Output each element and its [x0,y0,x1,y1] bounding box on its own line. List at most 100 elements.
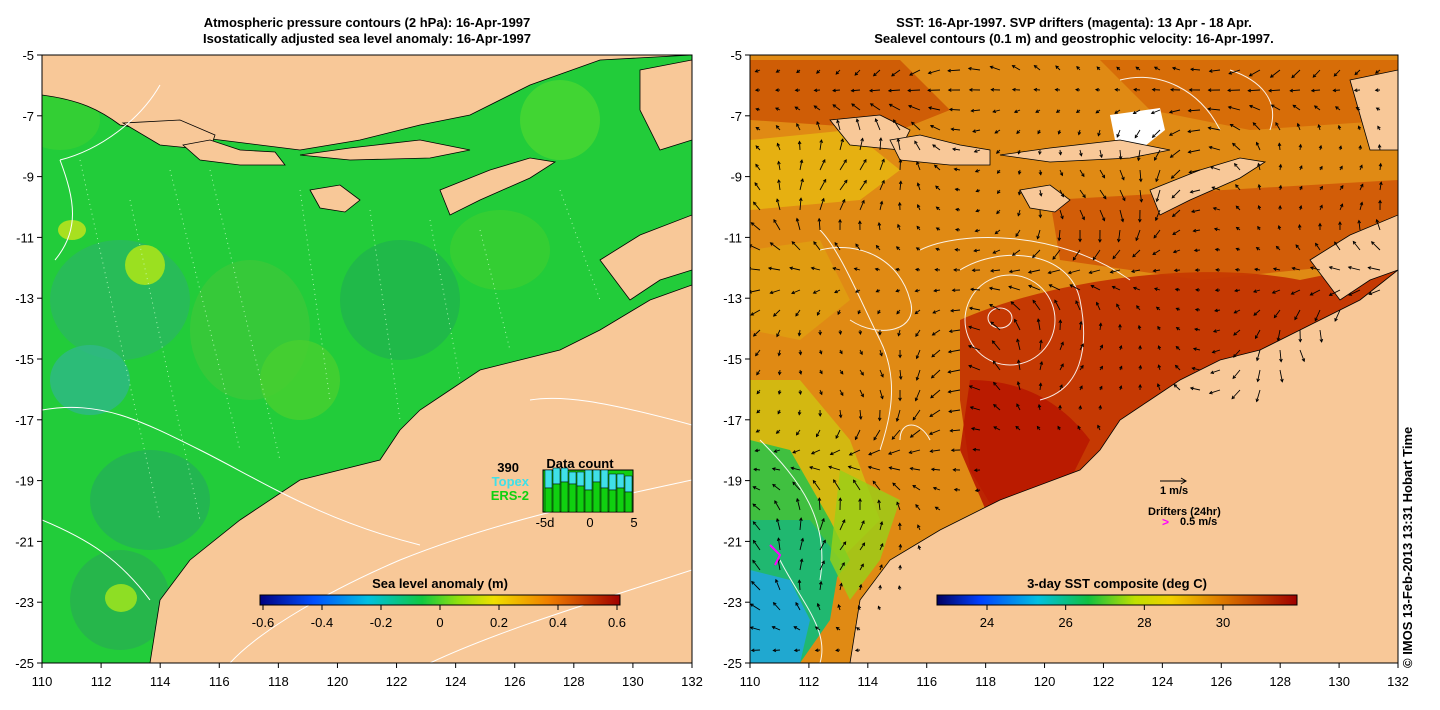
velocity-arrow-head [798,370,803,375]
velocity-arrow [1208,127,1221,131]
velocity-arrow [1169,109,1181,113]
velocity-arrow [1371,241,1381,251]
velocity-arrow [1079,343,1084,351]
velocity-arrow-head [822,178,827,183]
x-tick-label: 110 [740,674,761,689]
velocity-arrow-head [855,118,860,123]
velocity-arrow [1234,163,1241,171]
colorbar-tick-label: 0.6 [608,615,626,630]
velocity-arrow-head [1232,375,1237,380]
velocity-arrow-head [931,332,936,336]
velocity-arrow-head [1339,203,1344,208]
velocity-arrow-head [1112,255,1117,260]
velocity-arrow-head [968,364,973,369]
velocity-arrow [752,560,761,571]
velocity-arrow [1072,249,1081,261]
y-tick-label: -17 [15,413,34,428]
velocity-arrow-head [974,169,979,173]
velocity-arrow-head [1111,285,1116,290]
colorbar-tick-label: 28 [1137,615,1151,630]
data-count-topex-bar [592,469,601,483]
velocity-arrow-head [794,106,799,110]
velocity-arrow-head [1229,123,1234,128]
velocity-arrow-head [909,466,914,471]
velocity-arrow-head [1235,205,1240,210]
velocity-arrow-head [816,602,821,607]
velocity-arrow-head [777,410,781,415]
data-count-ers2-bar [552,483,561,513]
velocity-arrow [1151,109,1161,114]
colorbar-tick-label: 24 [980,615,994,630]
velocity-arrow-head [1099,154,1103,159]
velocity-arrow-head [1173,268,1178,273]
velocity-arrow [1348,289,1361,296]
velocity-arrow-head [842,198,846,203]
velocity-arrow [1153,229,1161,239]
velocity-arrow [1256,349,1261,361]
velocity-arrow [1089,269,1101,274]
velocity-arrow [916,369,921,381]
velocity-arrow [1310,267,1321,271]
velocity-arrow-head [895,288,900,293]
velocity-arrow-head [752,503,757,508]
velocity-arrow [1248,89,1261,92]
velocity-arrow-head [947,68,952,73]
velocity-arrow [1059,169,1063,176]
velocity-arrow [839,409,842,418]
velocity-arrow-head [1256,378,1260,383]
velocity-arrow-head [1116,133,1120,138]
velocity-arrow [1209,69,1221,72]
velocity-arrow [756,369,761,375]
velocity-arrow-head [810,451,815,455]
velocity-arrow-head [932,486,937,491]
velocity-arrow-head [1337,124,1342,129]
velocity-arrow-head [1297,224,1302,228]
velocity-arrow-head [933,164,938,169]
velocity-arrow-head [914,397,919,402]
velocity-arrow-head [756,371,760,376]
velocity-arrow-head [898,564,902,569]
velocity-arrow [1292,104,1301,111]
velocity-arrow-head [1175,307,1180,312]
velocity-arrow-head [795,312,799,317]
velocity-arrow-head [988,286,993,291]
right-map-title: SST: 16-Apr-1997. SVP drifters (magenta)… [750,15,1398,47]
velocity-arrow-head [1233,332,1237,336]
velocity-arrow [859,409,862,420]
velocity-arrow [1294,309,1301,320]
velocity-arrow [776,329,781,337]
velocity-arrow [948,409,961,413]
velocity-arrow-head [1098,322,1103,327]
velocity-arrow [993,404,1001,411]
velocity-arrow [796,429,801,436]
y-tick-label: -15 [15,352,34,367]
velocity-arrow-head [773,449,778,453]
velocity-arrow [859,200,865,211]
velocity-arrow-head [1133,87,1137,92]
velocity-arrow-head [791,290,795,295]
velocity-arrow-head [772,648,777,653]
velocity-arrow-head [888,103,893,108]
velocity-arrow-head [1097,424,1101,429]
velocity-arrow [754,468,761,471]
x-tick-label: 114 [150,674,171,689]
velocity-arrow-head [934,506,939,511]
velocity-arrow-head [821,517,825,522]
velocity-arrow-head [914,310,919,315]
velocity-arrow [897,138,901,151]
velocity-arrow [799,178,804,191]
velocity-arrow-head [855,289,859,293]
velocity-arrow-head [1234,288,1238,293]
velocity-arrow-head [1150,110,1155,115]
velocity-arrow [839,138,844,151]
velocity-arrow [990,321,1001,331]
velocity-arrow [832,104,841,111]
velocity-arrow-head [895,246,900,250]
velocity-arrow [839,562,845,571]
velocity-arrow-head [776,333,780,338]
velocity-arrow-head [1013,109,1018,114]
velocity-arrow [1272,289,1281,294]
velocity-arrow-head [771,467,776,471]
velocity-arrow-head [1353,88,1358,93]
velocity-arrow [992,109,1001,113]
